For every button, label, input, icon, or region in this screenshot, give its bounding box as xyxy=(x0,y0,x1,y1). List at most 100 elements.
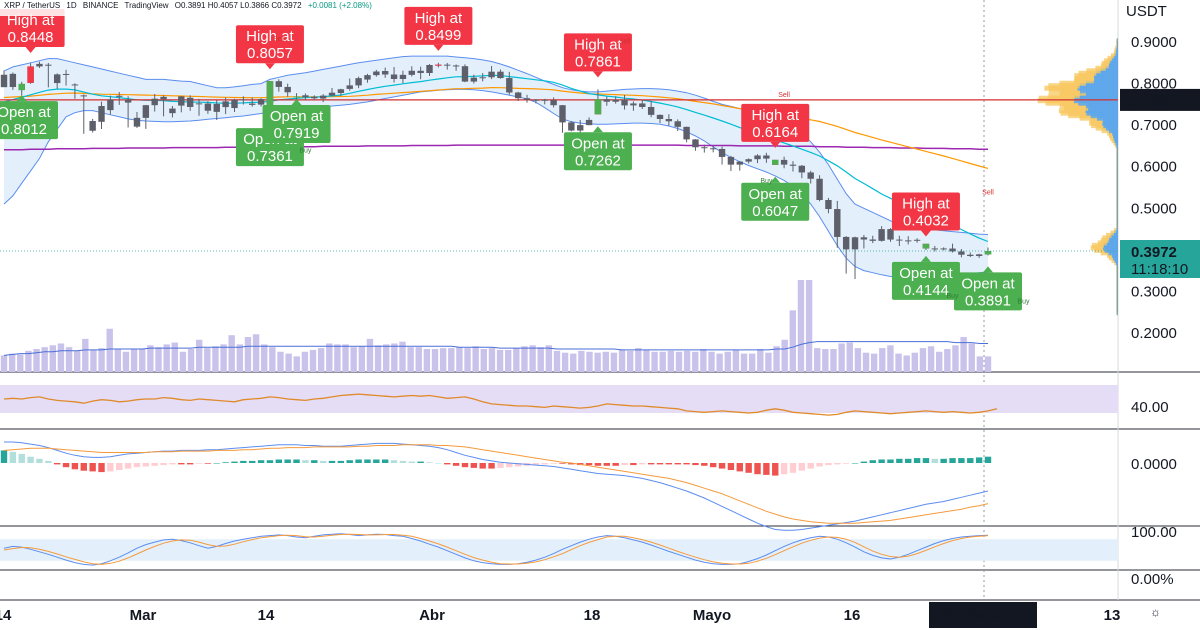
rsi-line xyxy=(3,393,998,416)
macd-histogram-bar xyxy=(186,463,194,465)
macd-histogram-bar xyxy=(647,463,655,465)
exchange-name: BINANCE xyxy=(82,1,119,10)
stoch-axis-tick-bottom: 0.00% xyxy=(1131,571,1174,588)
macd-histogram-bar xyxy=(949,458,956,463)
macd-histogram-bar xyxy=(133,463,141,468)
volume-bar xyxy=(334,344,341,372)
candle-body xyxy=(204,103,212,111)
volume-bar xyxy=(602,351,609,372)
volume-bar xyxy=(106,328,113,372)
candle-body xyxy=(107,99,114,111)
volume-bar xyxy=(667,350,675,372)
candle-body xyxy=(541,99,548,101)
price-label-text: High at xyxy=(751,107,799,124)
price-label-text: 0.6047 xyxy=(752,203,798,220)
volume-bar xyxy=(659,351,666,372)
macd-histogram-bar xyxy=(417,461,424,463)
volume-profile-bar-down xyxy=(1116,38,1117,44)
signal-candle xyxy=(18,83,25,91)
volume-bar xyxy=(968,343,975,372)
volume-bar xyxy=(407,347,414,372)
candle-body xyxy=(98,106,105,122)
macd-histogram-bar xyxy=(257,460,265,463)
price-label-text: 0.6164 xyxy=(752,124,798,141)
volume-profile xyxy=(1037,38,1118,316)
price-label-open: Open at0.7262 xyxy=(563,126,632,171)
price-label-high: High at0.7861 xyxy=(563,33,632,78)
macd-histogram-bar xyxy=(630,463,637,466)
candle-body xyxy=(355,78,362,86)
macd-histogram-bar xyxy=(931,458,939,463)
signal-candle xyxy=(293,96,300,98)
volume-bar xyxy=(57,343,65,372)
candle-body xyxy=(399,74,407,79)
macd-histogram-bar xyxy=(373,459,380,463)
volume-bar xyxy=(545,345,553,372)
signal-buy: Buy xyxy=(760,178,773,185)
volume-bar xyxy=(748,353,756,372)
candle-body xyxy=(470,77,478,82)
volume-bar xyxy=(350,347,357,372)
price-label-text: High at xyxy=(574,36,622,53)
macd-histogram-bar xyxy=(204,463,212,464)
stoch-axis-tick-top: 100.00 xyxy=(1131,524,1177,541)
volume-bar xyxy=(269,347,276,372)
macd-histogram-bar xyxy=(922,458,930,463)
macd-signal-line xyxy=(3,444,989,524)
candle-body xyxy=(178,96,185,106)
macd-histogram-bar xyxy=(639,463,646,465)
price-axis-tick: 0.6000 xyxy=(1131,159,1177,176)
macd-histogram-bar xyxy=(266,460,274,463)
candle-body xyxy=(337,89,345,94)
macd-histogram-bar xyxy=(80,463,87,471)
gear-icon[interactable]: ☼ xyxy=(1150,605,1161,619)
volume-bar xyxy=(90,349,97,372)
price-label-box xyxy=(404,6,473,45)
signals: Sell Sell Sell Buy Sell Buy Buy Buy xyxy=(273,36,1030,306)
volume-bar xyxy=(740,353,748,372)
macd-histogram-bar xyxy=(497,463,504,468)
macd-histogram-bar xyxy=(222,462,229,463)
volume-bar xyxy=(171,342,178,372)
price-label-high: High at0.4032 xyxy=(891,192,960,237)
price-axis-tick: 0.9000 xyxy=(1131,34,1177,51)
rsi-band xyxy=(0,385,1118,413)
symbol-name[interactable]: XRP / TetherUS xyxy=(4,1,61,10)
volume-bar xyxy=(472,346,479,372)
volume-ma-line xyxy=(3,341,988,356)
macd-histogram-bar xyxy=(479,463,486,469)
macd-histogram-bar xyxy=(532,463,540,466)
volume-bar xyxy=(98,348,105,372)
candle-body xyxy=(639,103,646,107)
price-label-box xyxy=(954,272,1022,311)
resistance-tag-box xyxy=(1120,88,1200,111)
candle-body xyxy=(160,96,167,100)
candle-body xyxy=(532,99,540,101)
price-label-text: 0.8499 xyxy=(415,27,461,44)
macd-histogram-bar xyxy=(364,459,371,463)
volume-bar xyxy=(976,356,984,372)
macd-histogram-bar xyxy=(913,458,921,463)
signal-buy: Buy xyxy=(1017,298,1030,305)
price-label-text: 0.7361 xyxy=(247,148,293,165)
price-label-text: High at xyxy=(7,12,55,29)
macd-histogram-bar xyxy=(754,463,761,475)
volume-bar xyxy=(317,348,325,372)
macd-histogram-bar xyxy=(896,458,903,463)
stoch-d-line xyxy=(3,533,989,565)
interval[interactable]: 1D xyxy=(66,1,77,10)
candle-body xyxy=(302,95,309,98)
candle-body xyxy=(949,248,956,252)
volume-bar xyxy=(488,348,496,372)
macd-histogram-bar xyxy=(887,459,894,463)
macd-histogram-bar xyxy=(692,463,699,466)
volume-bar xyxy=(724,351,731,372)
ma-orange-line xyxy=(3,86,989,169)
volume-profile-bar-up xyxy=(1116,38,1118,44)
macd-histogram-bar xyxy=(905,458,912,463)
volume-bar xyxy=(301,351,309,372)
price-label-box xyxy=(741,103,810,142)
volume-bar xyxy=(309,349,317,372)
macd-histogram-bar xyxy=(71,463,79,470)
